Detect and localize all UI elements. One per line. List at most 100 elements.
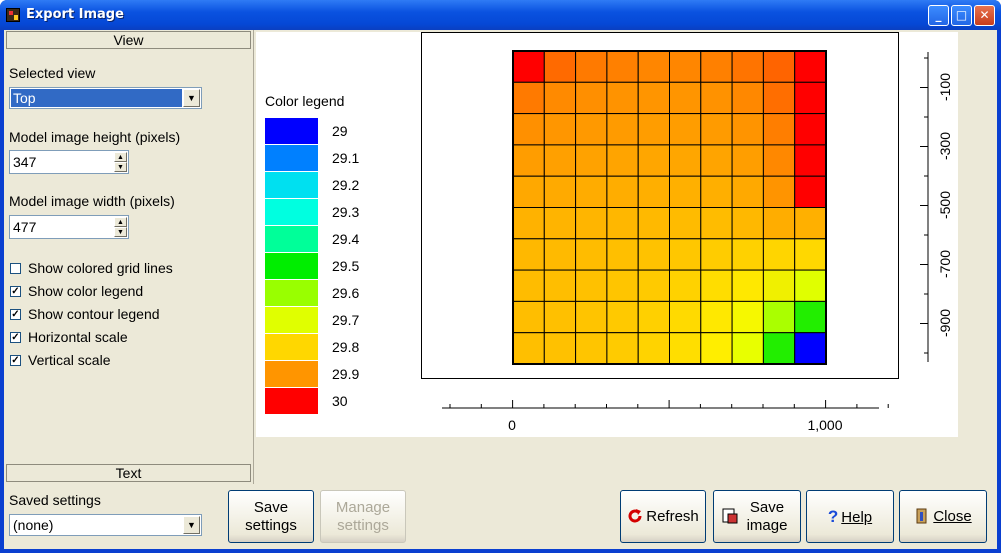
grid-cell [700, 238, 733, 271]
grid-cell [606, 238, 639, 271]
spin-down-icon[interactable]: ▼ [114, 162, 127, 172]
window-title: Export Image [26, 7, 124, 22]
maximize-button[interactable]: □ [951, 5, 972, 26]
grid-cell [606, 332, 639, 365]
spin-up-icon[interactable]: ▲ [114, 152, 127, 162]
door-exit-icon [916, 508, 927, 524]
width-label: Model image width (pixels) [9, 193, 175, 209]
legend-swatch [265, 280, 318, 306]
height-label: Model image height (pixels) [9, 129, 181, 145]
refresh-button[interactable]: Refresh [620, 490, 706, 543]
grid-cell [794, 113, 827, 146]
save-image-button[interactable]: Save image [713, 490, 801, 543]
manage-settings-button[interactable]: Manage settings [320, 490, 406, 543]
checkbox-label: Show colored grid lines [28, 260, 173, 276]
grid-cell [637, 269, 671, 302]
checkbox[interactable]: ✓ [10, 355, 21, 366]
chevron-down-icon[interactable]: ▼ [183, 89, 200, 107]
grid-cell [543, 332, 577, 365]
settings-panel: View Selected view Top ▼ Model image hei… [4, 30, 254, 484]
grid-cell [512, 238, 545, 271]
grid-cell [794, 300, 827, 334]
legend-value: 29.9 [332, 366, 359, 382]
grid-cell [575, 81, 608, 115]
grid-cell [731, 81, 764, 115]
close-window-button[interactable]: ✕ [974, 5, 995, 26]
grid-cell [731, 50, 764, 83]
grid-cell [575, 300, 608, 334]
grid-cell [575, 175, 608, 208]
grid-cell [669, 50, 702, 83]
legend-value: 29.6 [332, 285, 359, 301]
selected-view-label: Selected view [9, 65, 96, 81]
grid-cell [512, 50, 545, 83]
spin-up-icon[interactable]: ▲ [114, 217, 127, 227]
grid-cell [762, 81, 796, 115]
legend-swatch [265, 253, 318, 279]
grid-cell [575, 269, 608, 302]
close-button[interactable]: Close [899, 490, 987, 543]
checkbox[interactable]: ✓ [10, 286, 21, 297]
save-settings-button[interactable]: Save settings [228, 490, 314, 543]
grid-cell [669, 300, 702, 334]
grid-cell [700, 207, 733, 240]
legend-value: 30 [332, 393, 348, 409]
legend-value: 29.2 [332, 177, 359, 193]
legend-swatch [265, 361, 318, 387]
client-area: View Selected view Top ▼ Model image hei… [4, 30, 997, 549]
refresh-icon [628, 509, 642, 523]
grid-cell [669, 81, 702, 115]
legend-swatch [265, 334, 318, 360]
grid-cell [731, 269, 764, 302]
legend-swatch [265, 172, 318, 198]
checkbox-label: Horizontal scale [28, 329, 128, 345]
minimize-button[interactable]: _ [928, 5, 949, 26]
grid-cell [512, 175, 545, 208]
grid-cell [637, 175, 671, 208]
app-icon [6, 8, 20, 22]
legend-value: 29.7 [332, 312, 359, 328]
vertical-scale-label: -300 [937, 132, 953, 160]
grid-cell [762, 238, 796, 271]
legend-value: 29.8 [332, 339, 359, 355]
checkbox[interactable]: ✓ [10, 309, 21, 320]
help-button[interactable]: ? Help [806, 490, 894, 543]
grid-cell [637, 50, 671, 83]
spin-down-icon[interactable]: ▼ [114, 227, 127, 237]
grid-cell [794, 81, 827, 115]
chevron-down-icon[interactable]: ▼ [183, 516, 200, 534]
grid-cell [575, 332, 608, 365]
grid-cell [606, 113, 639, 146]
width-spinner[interactable]: 477 ▲ ▼ [9, 215, 129, 239]
grid-cell [762, 50, 796, 83]
saved-settings-label: Saved settings [9, 492, 101, 508]
legend-swatch [265, 145, 318, 171]
grid-cell [700, 113, 733, 146]
grid-cell [700, 269, 733, 302]
text-section-header[interactable]: Text [6, 464, 251, 482]
grid-cell [762, 300, 796, 334]
grid-cell [669, 238, 702, 271]
grid-cell [794, 238, 827, 271]
selected-view-value: Top [11, 89, 182, 107]
refresh-label: Refresh [646, 508, 699, 525]
grid-cell [637, 238, 671, 271]
grid-cell [575, 113, 608, 146]
checkbox-label: Show color legend [28, 283, 144, 299]
width-value: 477 [13, 219, 37, 235]
grid-cell [731, 238, 764, 271]
grid-cell [669, 332, 702, 365]
view-section-header[interactable]: View [6, 31, 251, 49]
legend-value: 29.3 [332, 204, 359, 220]
checkbox[interactable]: ✓ [10, 332, 21, 343]
grid-cell [575, 207, 608, 240]
saved-settings-dropdown[interactable]: (none) ▼ [9, 514, 202, 536]
grid-cell [700, 332, 733, 365]
close-label: Close [933, 508, 972, 525]
title-bar[interactable]: Export Image _ □ ✕ [0, 0, 1001, 30]
height-spinner[interactable]: 347 ▲ ▼ [9, 150, 129, 174]
checkbox[interactable] [10, 263, 21, 274]
horizontal-scale-label: 0 [508, 417, 516, 433]
selected-view-dropdown[interactable]: Top ▼ [9, 87, 202, 109]
grid-cell [794, 144, 827, 177]
